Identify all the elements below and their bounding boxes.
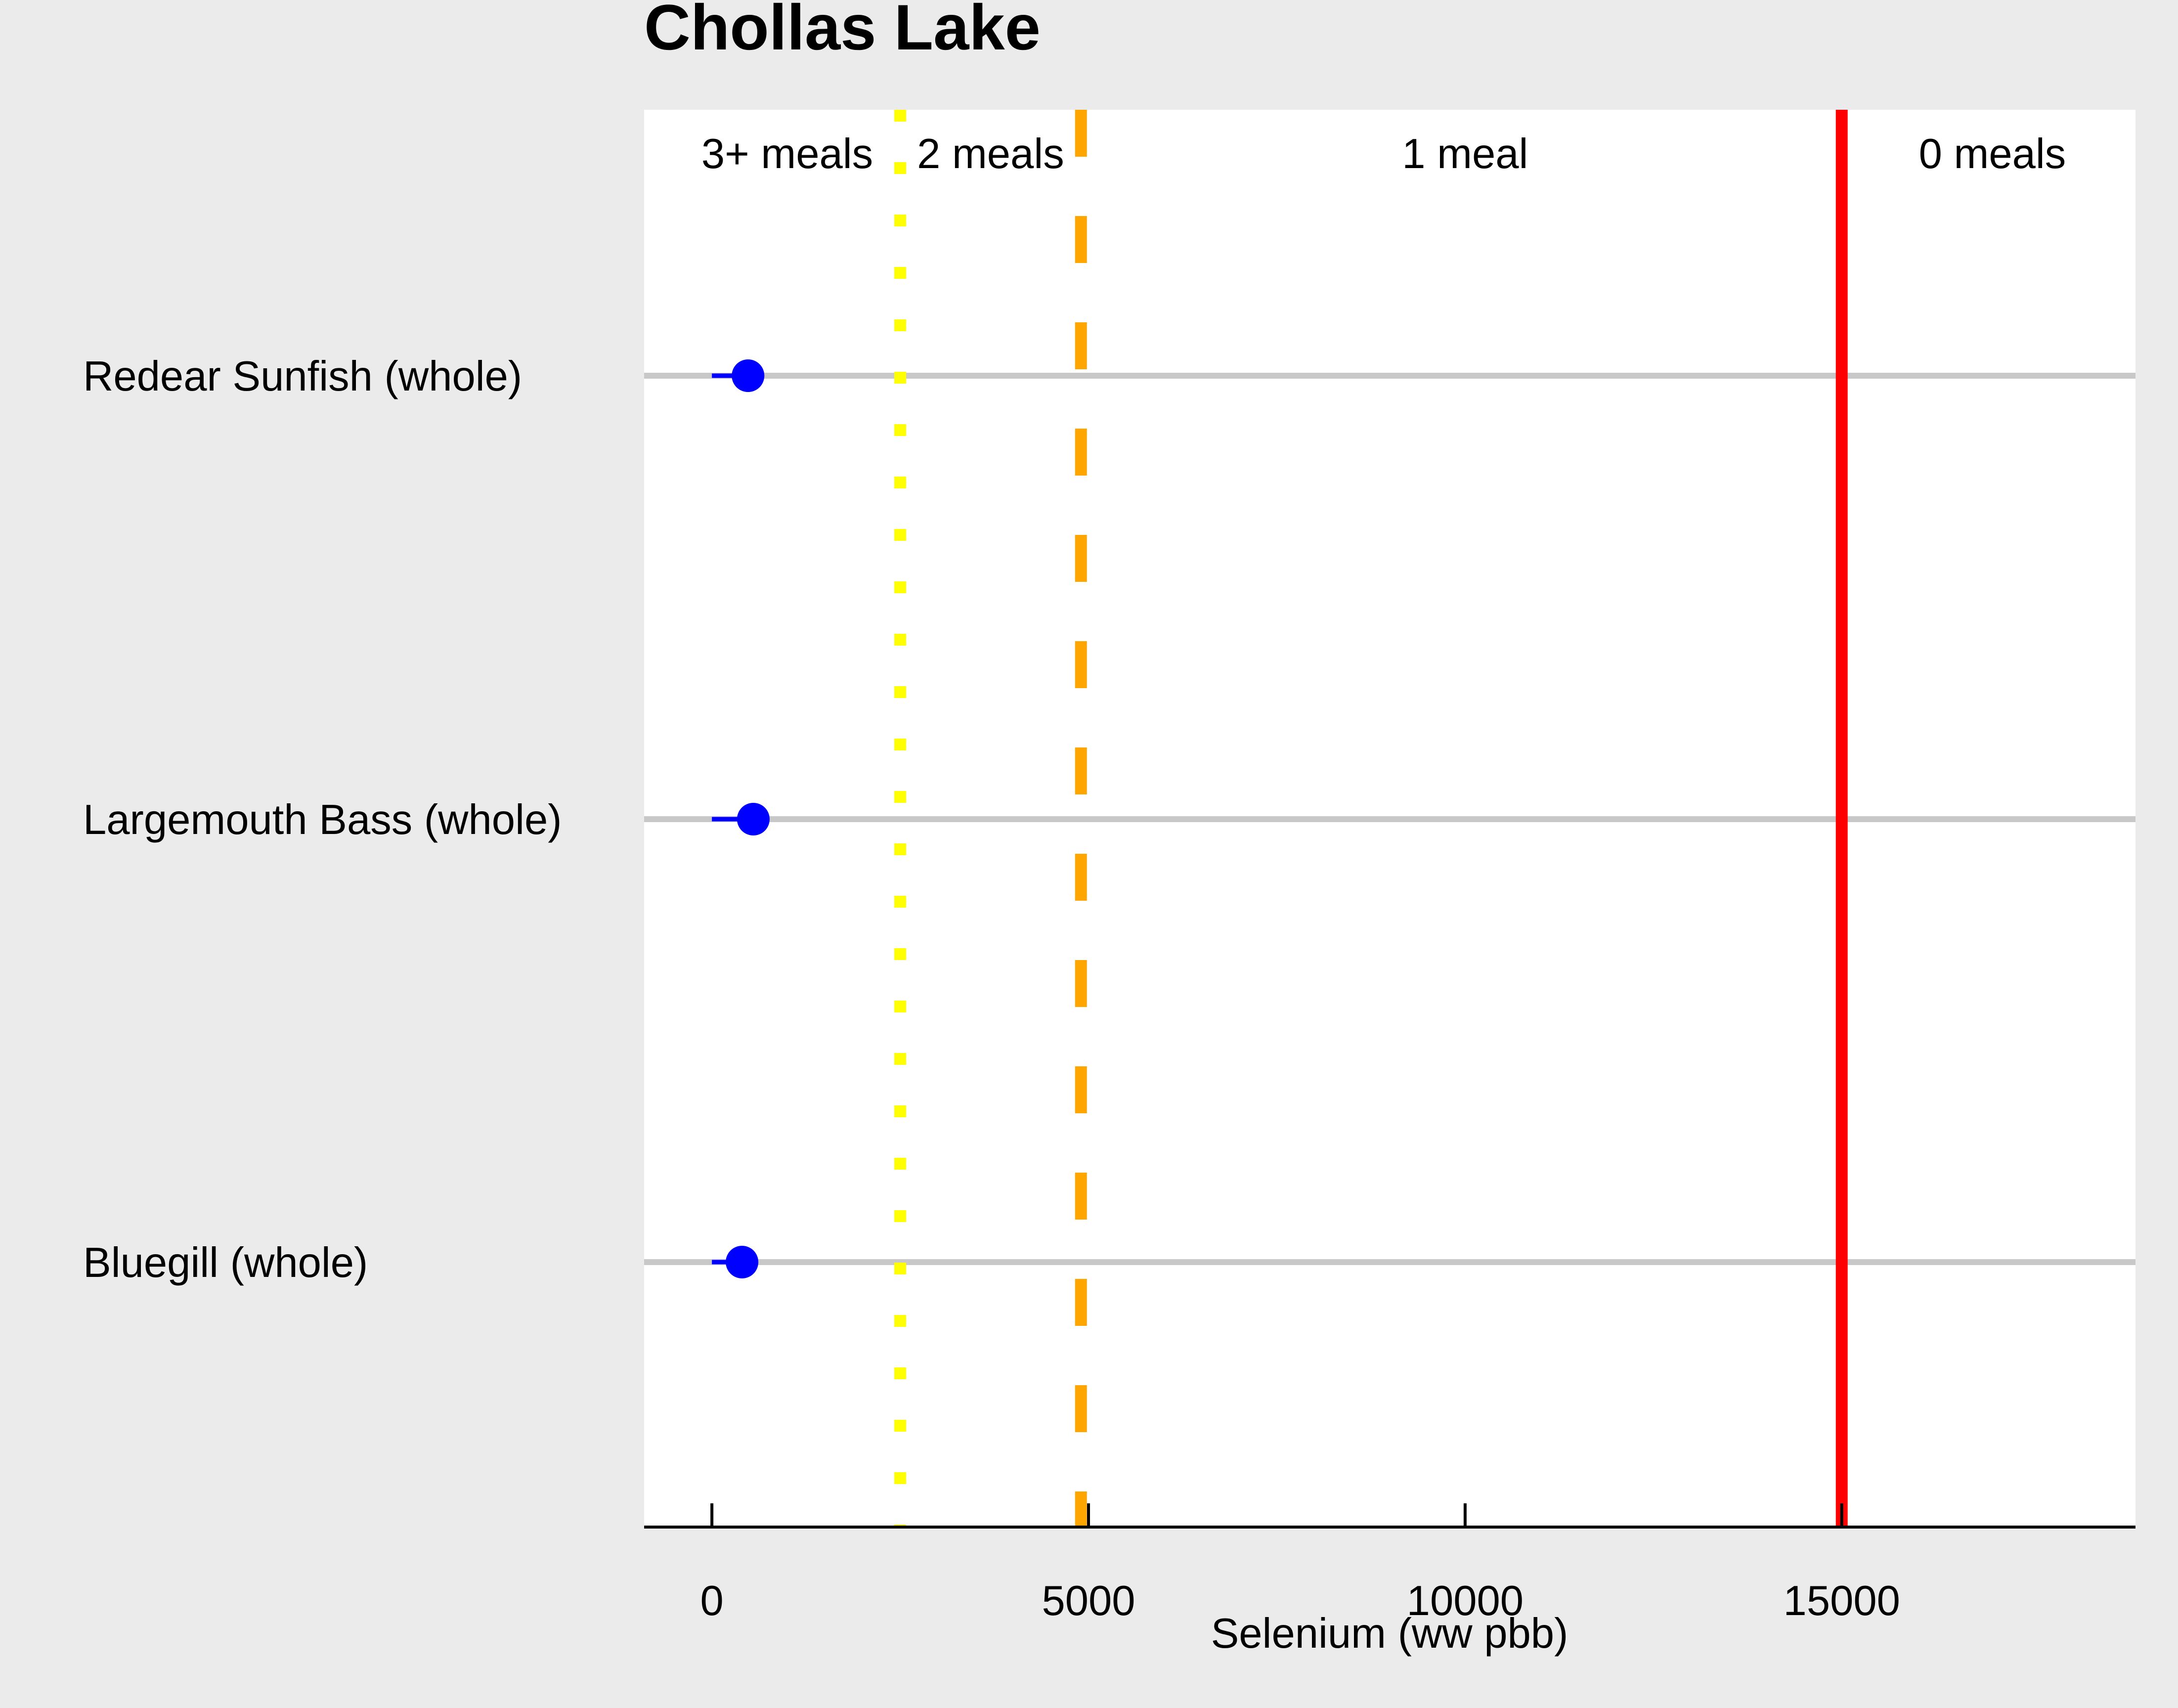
chart-title: Chollas Lake (644, 0, 1041, 63)
category-label: Largemouth Bass (whole) (83, 796, 562, 843)
category-label: Bluegill (whole) (83, 1239, 368, 1286)
category-label: Redear Sunfish (whole) (83, 353, 522, 400)
data-point (726, 1246, 759, 1278)
data-point (732, 359, 765, 392)
zone-label: 0 meals (1919, 131, 2066, 177)
zone-labels: 3+ meals 2 meals 1 meal 0 meals (701, 131, 2066, 177)
category-labels: Redear Sunfish (whole) Largemouth Bass (w… (83, 353, 562, 1286)
data-points (712, 359, 770, 1278)
x-axis-ticks: 0 5000 10000 15000 (700, 1503, 1900, 1624)
gridlines (644, 373, 2135, 1265)
x-tick-label: 10000 (1407, 1577, 1524, 1624)
zone-label: 1 meal (1402, 131, 1528, 177)
x-tick-label: 5000 (1042, 1577, 1135, 1624)
zone-label: 3+ meals (701, 131, 873, 177)
threshold-lines (894, 110, 1848, 1527)
zone-label: 2 meals (917, 131, 1064, 177)
x-axis-label: Selenium (ww pbb) (1211, 1610, 1568, 1657)
x-tick-label: 15000 (1784, 1577, 1900, 1624)
data-point (737, 803, 770, 835)
x-tick-label: 0 (700, 1577, 723, 1624)
